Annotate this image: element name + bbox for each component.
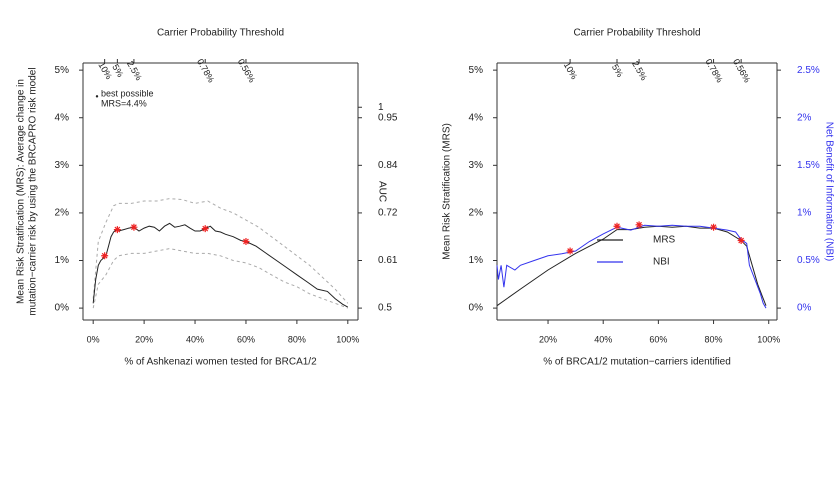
y-axis-title: mutation−carrier risk by using the BRCAP…	[28, 67, 39, 315]
series-line	[496, 224, 767, 309]
y-tick-label: 1%	[55, 255, 70, 266]
y2-tick-label: 0.72	[378, 208, 398, 219]
star-marker	[737, 237, 745, 245]
y-tick-label: 0%	[469, 303, 484, 314]
star-marker	[613, 222, 621, 230]
x-axis-title: % of Ashkenazi women tested for BRCA1/2	[124, 357, 317, 368]
x-tick-label: 0%	[87, 334, 100, 344]
top-tick-label: 0.56%	[731, 57, 752, 84]
y-tick-label: 3%	[469, 160, 484, 171]
y2-tick-label: 1	[378, 102, 384, 113]
x-tick-label: 60%	[649, 334, 667, 344]
series-line	[92, 198, 349, 304]
x-tick-label: 40%	[186, 334, 204, 344]
panel-title: Carrier Probability Threshold	[157, 28, 284, 39]
y-tick-label: 5%	[469, 65, 484, 76]
y2-tick-label: 0.95	[378, 112, 398, 123]
top-tick-label: 5%	[610, 63, 625, 79]
star-marker	[710, 223, 718, 231]
y2-axis-title: AUC	[376, 181, 387, 202]
y2-tick-label: 2.5%	[797, 65, 820, 76]
series-line	[92, 248, 348, 309]
y-tick-label: 5%	[55, 65, 70, 76]
x-axis-title: % of BRCA1/2 mutation−carriers identifie…	[543, 357, 731, 368]
star-marker	[113, 226, 121, 234]
y2-tick-label: 1.5%	[797, 160, 820, 171]
y2-tick-label: 0.84	[378, 160, 398, 171]
y2-tick-label: 0.5	[378, 303, 392, 314]
x-tick-label: 100%	[336, 334, 359, 344]
x-tick-label: 100%	[757, 334, 780, 344]
x-tick-label: 60%	[237, 334, 255, 344]
x-tick-label: 20%	[135, 334, 153, 344]
y2-tick-label: 0.61	[378, 255, 398, 266]
legend-label: NBI	[653, 257, 670, 268]
x-tick-label: 80%	[705, 334, 723, 344]
top-tick-label: 0.78%	[195, 57, 216, 84]
y-axis-title: Mean Risk Stratification (MRS)	[442, 123, 453, 260]
x-tick-label: 20%	[539, 334, 557, 344]
y-tick-label: 3%	[55, 160, 70, 171]
y2-axis-title: Net Benefit of Information (NBI)	[823, 122, 834, 262]
y-tick-label: 2%	[55, 208, 70, 219]
star-marker	[242, 237, 250, 245]
star-marker	[101, 252, 109, 260]
x-tick-label: 80%	[288, 334, 306, 344]
y-tick-label: 2%	[469, 208, 484, 219]
y-tick-label: 4%	[55, 112, 70, 123]
y-tick-label: 4%	[469, 112, 484, 123]
y2-tick-label: 0%	[797, 303, 812, 314]
star-marker	[566, 247, 574, 255]
star-marker	[201, 225, 209, 233]
y-axis-title: Mean Risk Stratification (MRS): Average …	[16, 79, 27, 304]
y2-tick-label: 2%	[797, 112, 812, 123]
star-marker	[635, 221, 643, 229]
y2-tick-label: 1%	[797, 208, 812, 219]
panel-title: Carrier Probability Threshold	[573, 28, 700, 39]
series-line	[496, 225, 767, 307]
star-marker	[130, 223, 138, 231]
annotation-text: best possible	[101, 89, 154, 99]
series-line	[92, 222, 349, 308]
y2-tick-label: 0.5%	[797, 255, 820, 266]
y-tick-label: 0%	[55, 303, 70, 314]
annotation-point	[95, 95, 99, 98]
x-tick-label: 40%	[594, 334, 612, 344]
top-tick-label: 0.78%	[703, 57, 724, 84]
top-tick-label: 0.56%	[236, 57, 257, 84]
legend-label: MRS	[653, 235, 676, 246]
y-tick-label: 1%	[469, 255, 484, 266]
annotation-text: MRS=4.4%	[101, 99, 147, 109]
